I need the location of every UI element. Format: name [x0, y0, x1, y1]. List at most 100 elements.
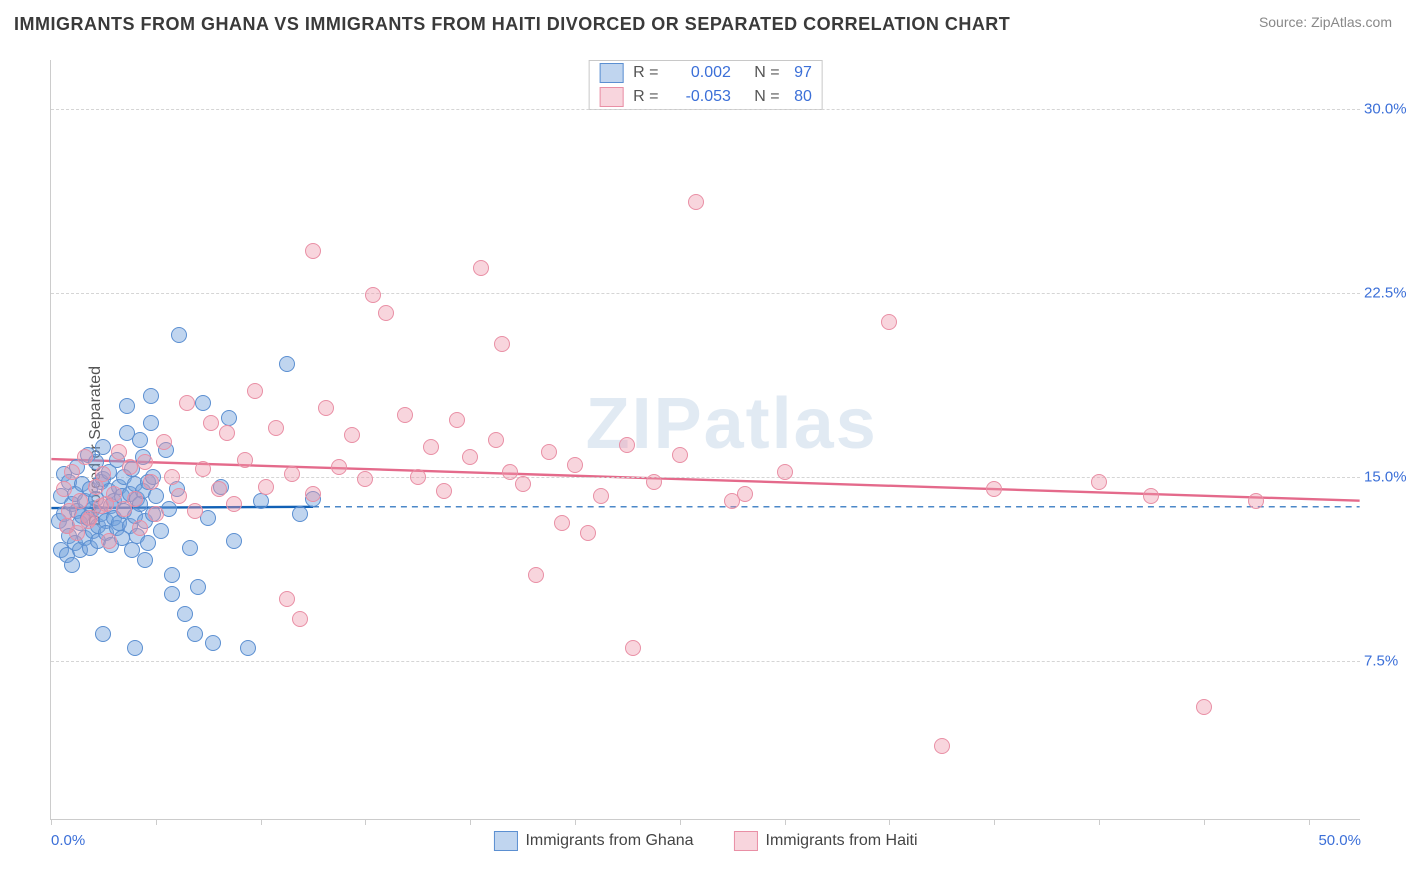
point-haiti: [1196, 699, 1212, 715]
point-haiti: [226, 496, 242, 512]
point-haiti: [292, 611, 308, 627]
point-haiti: [554, 515, 570, 531]
point-ghana: [95, 439, 111, 455]
point-ghana: [187, 626, 203, 642]
point-ghana: [205, 635, 221, 651]
point-ghana: [140, 535, 156, 551]
point-haiti: [436, 483, 452, 499]
x-tick-label-min: 0.0%: [51, 832, 85, 849]
point-haiti: [619, 437, 635, 453]
point-haiti: [143, 474, 159, 490]
point-haiti: [211, 481, 227, 497]
legend-item-ghana: Immigrants from Ghana: [493, 831, 693, 851]
y-tick-label: 7.5%: [1364, 652, 1406, 669]
gridline-h: [51, 109, 1360, 110]
point-ghana: [177, 606, 193, 622]
point-haiti: [64, 464, 80, 480]
x-tick: [1309, 819, 1310, 825]
x-tick: [575, 819, 576, 825]
r-value-haiti: -0.053: [673, 88, 731, 106]
r-value-ghana: 0.002: [673, 64, 731, 82]
point-haiti: [77, 449, 93, 465]
point-haiti: [98, 496, 114, 512]
point-haiti: [410, 469, 426, 485]
point-haiti: [881, 314, 897, 330]
point-ghana: [279, 356, 295, 372]
x-tick: [994, 819, 995, 825]
point-ghana: [119, 398, 135, 414]
point-ghana: [164, 586, 180, 602]
point-ghana: [143, 388, 159, 404]
point-haiti: [473, 260, 489, 276]
point-haiti: [580, 525, 596, 541]
chart-title: IMMIGRANTS FROM GHANA VS IMMIGRANTS FROM…: [14, 14, 1010, 35]
n-label: N =: [741, 88, 784, 106]
stats-row-haiti: R = -0.053 N = 80: [589, 85, 822, 109]
point-haiti: [148, 506, 164, 522]
point-ghana: [226, 533, 242, 549]
y-tick-label: 30.0%: [1364, 101, 1406, 118]
regression-lines-layer: [51, 60, 1360, 819]
x-tick: [889, 819, 890, 825]
point-haiti: [305, 243, 321, 259]
correlation-stats-box: R = 0.002 N = 97 R = -0.053 N = 80: [588, 60, 823, 110]
legend-label-ghana: Immigrants from Ghana: [525, 832, 693, 850]
point-haiti: [1143, 488, 1159, 504]
point-haiti: [237, 452, 253, 468]
point-haiti: [268, 420, 284, 436]
point-haiti: [365, 287, 381, 303]
x-tick: [156, 819, 157, 825]
chart-header: IMMIGRANTS FROM GHANA VS IMMIGRANTS FROM…: [14, 14, 1392, 35]
point-haiti: [171, 488, 187, 504]
point-haiti: [567, 457, 583, 473]
bottom-legend: Immigrants from Ghana Immigrants from Ha…: [493, 831, 917, 851]
point-haiti: [528, 567, 544, 583]
point-ghana: [148, 488, 164, 504]
swatch-ghana-icon: [493, 831, 517, 851]
point-haiti: [672, 447, 688, 463]
r-label: R =: [633, 64, 663, 82]
point-haiti: [122, 459, 138, 475]
point-ghana: [195, 395, 211, 411]
point-ghana: [292, 506, 308, 522]
point-haiti: [488, 432, 504, 448]
point-haiti: [357, 471, 373, 487]
point-haiti: [56, 481, 72, 497]
swatch-ghana-icon: [599, 63, 623, 83]
swatch-haiti-icon: [599, 87, 623, 107]
point-haiti: [502, 464, 518, 480]
point-haiti: [646, 474, 662, 490]
legend-label-haiti: Immigrants from Haiti: [766, 832, 918, 850]
point-haiti: [625, 640, 641, 656]
y-tick-label: 15.0%: [1364, 468, 1406, 485]
point-haiti: [111, 444, 127, 460]
point-haiti: [164, 469, 180, 485]
point-haiti: [156, 434, 172, 450]
gridline-h: [51, 661, 1360, 662]
legend-item-haiti: Immigrants from Haiti: [734, 831, 918, 851]
point-haiti: [195, 461, 211, 477]
point-haiti: [95, 466, 111, 482]
scatter-plot-area: ZIPatlas R = 0.002 N = 97 R = -0.053 N =…: [50, 60, 1360, 820]
point-ghana: [253, 493, 269, 509]
point-ghana: [95, 626, 111, 642]
point-ghana: [171, 327, 187, 343]
point-haiti: [219, 425, 235, 441]
point-ghana: [127, 640, 143, 656]
point-haiti: [688, 194, 704, 210]
point-ghana: [153, 523, 169, 539]
point-haiti: [344, 427, 360, 443]
point-haiti: [541, 444, 557, 460]
x-tick: [261, 819, 262, 825]
watermark-text: ZIPatlas: [586, 383, 878, 465]
stats-row-ghana: R = 0.002 N = 97: [589, 61, 822, 85]
point-haiti: [80, 513, 96, 529]
point-haiti: [934, 738, 950, 754]
point-haiti: [378, 305, 394, 321]
point-haiti: [318, 400, 334, 416]
point-haiti: [179, 395, 195, 411]
point-haiti: [986, 481, 1002, 497]
x-tick: [51, 819, 52, 825]
point-ghana: [64, 557, 80, 573]
point-ghana: [164, 567, 180, 583]
